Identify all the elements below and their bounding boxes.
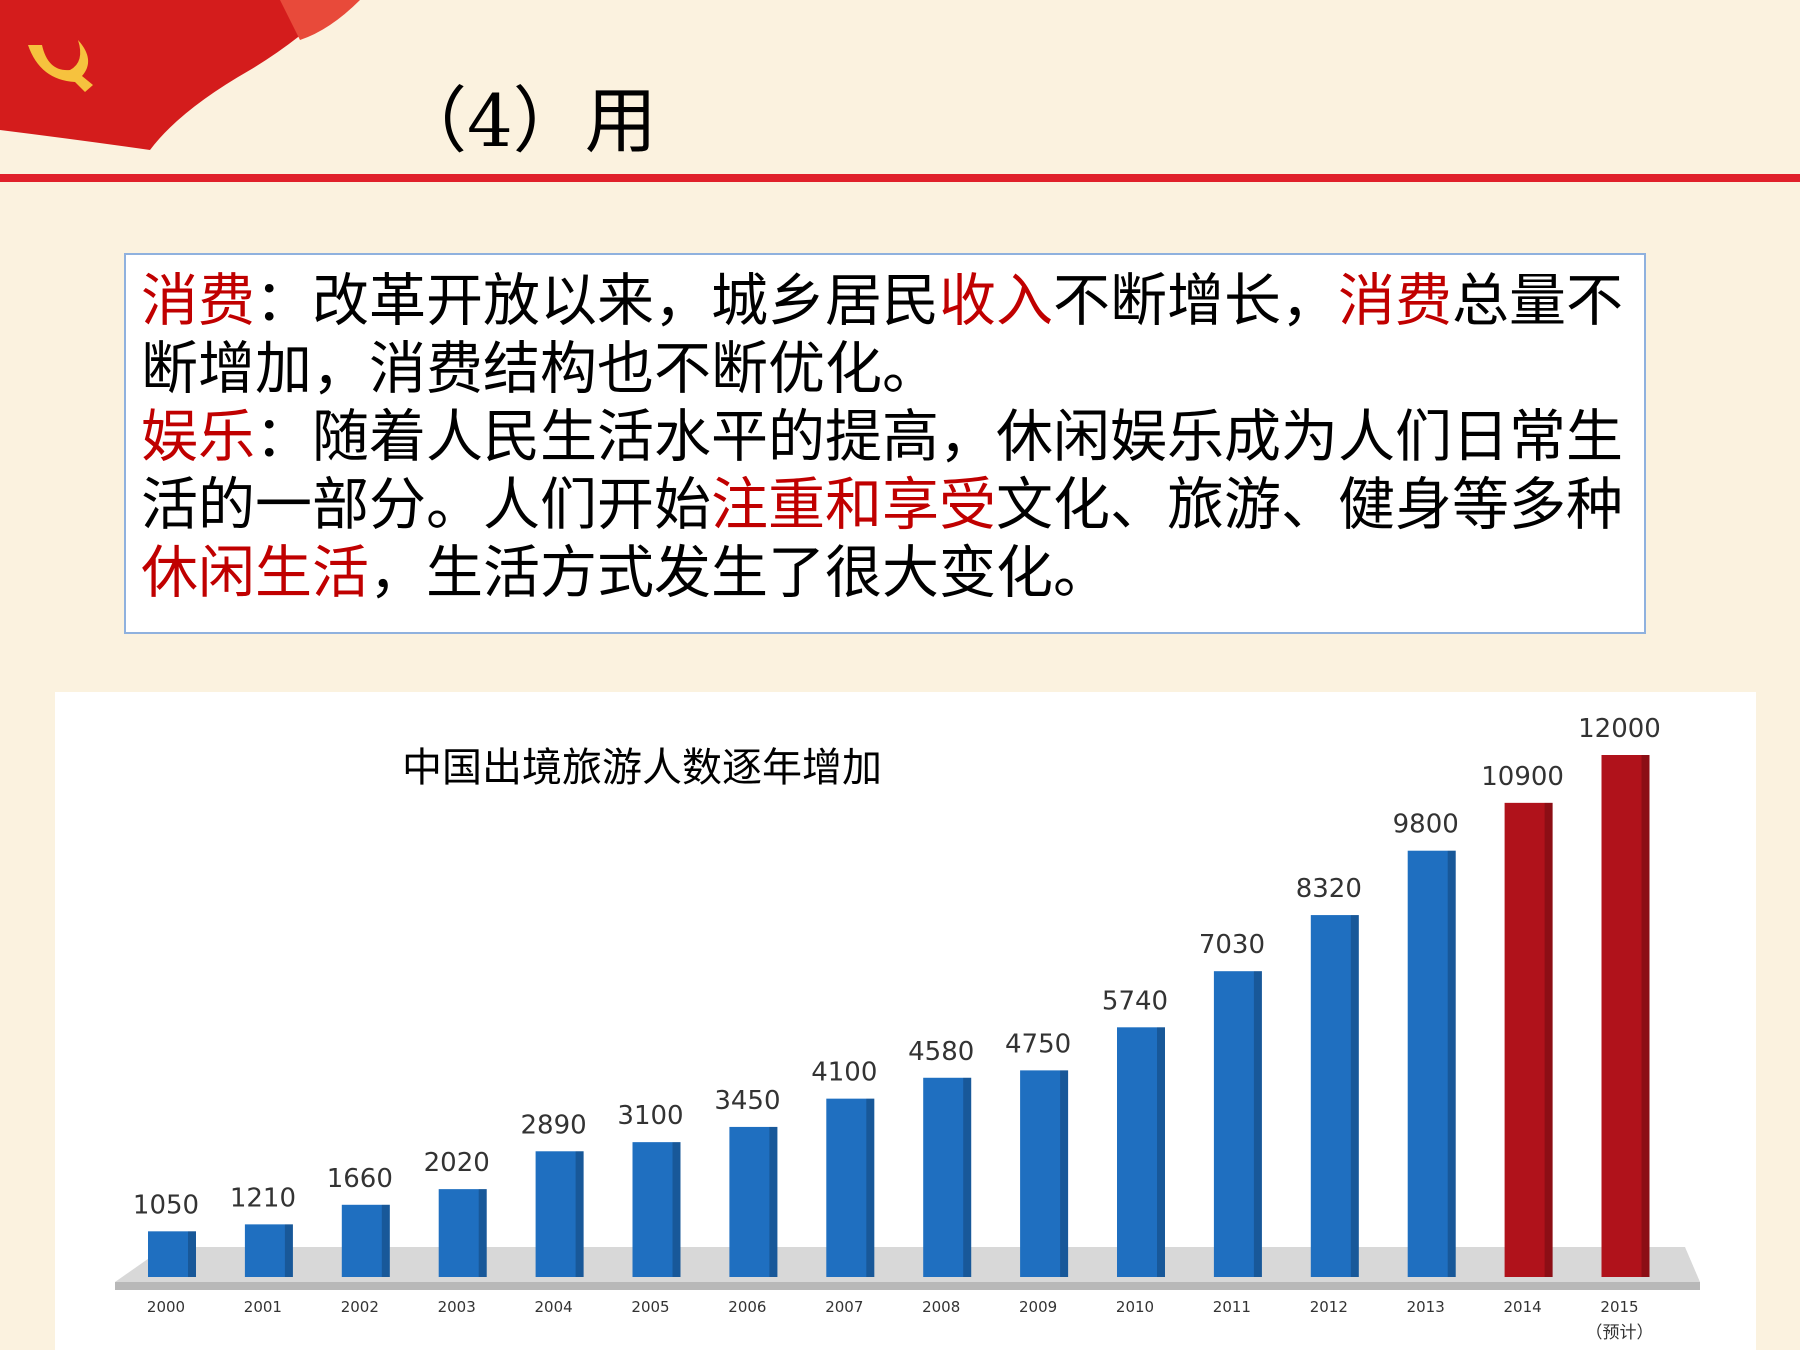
bar [1117,1027,1165,1277]
chart: 中国出境旅游人数逐年增加 1050 2000 1210 2001 1660 2002 202… [55,692,1756,1350]
text-segment: 休闲生活 [141,540,369,606]
x-tick-label: 2012 [1310,1298,1348,1316]
x-tick-label: 2013 [1407,1298,1445,1316]
slide-title: （4）用 [395,79,657,163]
bar-shade [381,1204,390,1277]
value-label: 1050 [133,1190,199,1220]
text-segment: ：改革开放以来，城乡居民 [255,268,939,334]
x-tick-label: 2002 [341,1298,379,1316]
bar [535,1151,584,1277]
text-segment: 消费 [1338,268,1452,334]
value-label: 1660 [327,1164,393,1194]
annotation: （预计） [1586,1323,1654,1343]
text-segment: 不断增长， [1053,268,1338,334]
bar-shade [478,1189,487,1277]
bar [923,1077,972,1277]
x-tick-label: 2005 [631,1298,669,1316]
x-tick-label: 2000 [147,1298,185,1316]
text-box: 消费：改革开放以来，城乡居民收入不断增长，消费总量不断增加，消费结构也不断优化。… [124,253,1646,634]
value-label: 2020 [424,1148,490,1178]
x-tick-label: 2001 [244,1298,282,1316]
bar-shade [672,1142,681,1277]
bar [826,1098,875,1277]
bar-shade [1641,755,1650,1277]
x-tick-label: 2007 [825,1298,863,1316]
bar [148,1231,196,1277]
bar [1601,755,1650,1277]
paragraph: 消费：改革开放以来，城乡居民收入不断增长，消费总量不断增加，消费结构也不断优化。 [141,267,1629,403]
text-segment: 消费 [141,268,255,334]
bar-shade [1060,1070,1069,1277]
x-tick-label: 2004 [535,1298,573,1316]
bar [1407,850,1456,1277]
x-tick-label: 2009 [1019,1298,1057,1316]
x-tick-label: 2011 [1213,1298,1251,1316]
bar [1504,802,1553,1277]
text-segment: ，生活方式发生了很大变化。 [369,540,1110,606]
header-decoration [0,0,1800,182]
bar [244,1224,293,1277]
bar-shade [1350,915,1359,1277]
text-segment: 文化、旅游、健身等多种 [996,472,1623,538]
value-label: 2890 [521,1110,587,1140]
bar [341,1204,390,1277]
value-label: 8320 [1296,874,1362,904]
x-tick-label: 2003 [438,1298,476,1316]
value-label: 4750 [1005,1029,1071,1059]
chart-title: 中国出境旅游人数逐年增加 [402,745,882,791]
value-label: 3450 [714,1086,780,1116]
text-segment: 收入 [939,268,1053,334]
bar-shade [1253,971,1262,1277]
text-segment: 注重和享受 [711,472,996,538]
x-tick-label: 2008 [922,1298,960,1316]
bar [438,1189,487,1277]
value-label: 10900 [1481,762,1564,792]
bar-shade [575,1151,584,1277]
x-tick-label: 2015 [1600,1298,1638,1316]
bar-shade [188,1231,196,1277]
bar [1310,915,1359,1277]
x-tick-label: 2014 [1504,1298,1542,1316]
x-tick-label: 2010 [1116,1298,1154,1316]
value-label: 3100 [617,1101,683,1131]
value-label: 12000 [1578,714,1661,744]
text-segment: 总量不断增加，消费结构也不断优化。 [141,268,1623,402]
bar-shade [769,1126,778,1277]
bar-shade [866,1098,875,1277]
paragraph: 娱乐：随着人民生活水平的提高，休闲娱乐成为人们日常生活的一部分。人们开始注重和享… [141,403,1629,607]
value-label: 1210 [230,1183,296,1213]
text-segment: ：随着人民生活水平的提高，休闲娱乐成为人们日常生活的一部分。人们开始 [141,404,1623,538]
bar-shade [1447,850,1456,1277]
bar [1213,971,1262,1277]
bar [729,1126,778,1277]
bar-shade [963,1077,972,1277]
x-tick-label: 2006 [728,1298,766,1316]
text-segment: 娱乐 [141,404,255,470]
value-label: 7030 [1199,930,1265,960]
value-label: 9800 [1393,810,1459,840]
value-label: 5740 [1102,986,1168,1016]
bar-shade [1544,802,1553,1277]
bar-shade [1157,1027,1165,1277]
value-label: 4580 [908,1037,974,1067]
bar [632,1142,681,1277]
bar-shade [284,1224,293,1277]
value-label: 4100 [811,1058,877,1088]
bar [1020,1070,1069,1277]
